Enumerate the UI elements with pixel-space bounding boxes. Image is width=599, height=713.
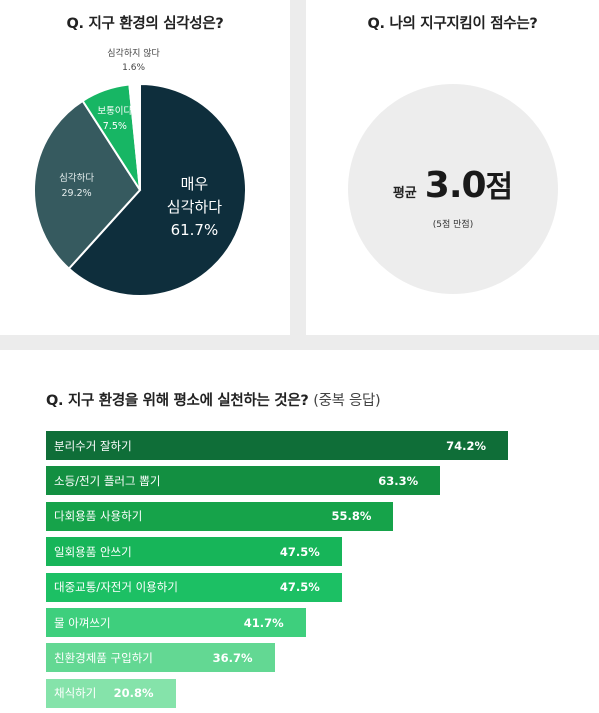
- bar-category-label: 소등/전기 플러그 뽑기: [54, 473, 161, 488]
- bar: 친환경제품 구입하기 36.7%: [46, 643, 275, 673]
- bar-value-label: 74.2%: [446, 438, 486, 453]
- bar-category-label: 분리수거 잘하기: [54, 438, 132, 453]
- bar-category-label: 다회용품 사용하기: [54, 509, 143, 524]
- bar-value-label: 47.5%: [279, 544, 320, 559]
- bar: 소등/전기 플러그 뽑기 63.3%: [46, 466, 441, 496]
- pie-slice: [33, 99, 142, 271]
- score-note: (5점 만점): [432, 220, 474, 230]
- pie-slice: [128, 82, 141, 191]
- score-prefix: 평균: [392, 186, 417, 201]
- score-card: Q. 나의 지구지킴이 점수는? 평균 3.0 점 (5점 만점): [306, 0, 599, 335]
- pie-label-normal: 보통이다: [97, 106, 132, 117]
- bar-category-label: 친환경제품 구입하기: [54, 650, 153, 665]
- bar-category-label: 물 아껴쓰기: [54, 615, 111, 630]
- bar: 일회용품 안쓰기 47.5%: [46, 537, 342, 567]
- severity-card: Q. 지구 환경의 심각성은? 매우 심각하다 61.7% 심각하다 29.2% 보통이다…: [0, 0, 290, 335]
- bar-value-label: 47.5%: [279, 580, 320, 595]
- pie-label-normal: 7.5%: [103, 121, 127, 132]
- bar-chart-title: Q. 지구 환경을 위해 평소에 실천하는 것은? (중복 응답): [46, 389, 381, 410]
- score-row: 평균 3.0 점: [348, 162, 558, 206]
- score-circle: 평균 3.0 점 (5점 만점): [348, 84, 558, 294]
- bar: 물 아껴쓰기 41.7%: [46, 608, 306, 637]
- bar-category-label: 대중교통/자전거 이용하기: [54, 580, 178, 595]
- pie-label-very-serious: 61.7%: [171, 221, 219, 239]
- bar-category-label: 일회용품 안쓰기: [54, 544, 132, 559]
- bar: 대중교통/자전거 이용하기 47.5%: [46, 572, 342, 602]
- bar: 분리수거 잘하기 74.2%: [46, 431, 508, 460]
- bar-chart-subtitle: (중복 응답): [313, 393, 381, 409]
- bar-chart-title-main: Q. 지구 환경을 위해 평소에 실천하는 것은?: [46, 393, 309, 409]
- bar: 다회용품 사용하기 55.8%: [46, 501, 394, 531]
- pie-label-very-serious: 매우: [181, 175, 209, 193]
- bar-value-label: 36.7%: [212, 650, 253, 665]
- pie-label-serious: 29.2%: [62, 188, 92, 199]
- bar-value-label: 20.8%: [113, 686, 154, 701]
- pie-chart-title: Q. 지구 환경의 심각성은?: [66, 16, 224, 32]
- score-value: 3.0: [424, 165, 487, 206]
- pie-label-serious: 심각하다: [59, 172, 94, 184]
- practice-card: Q. 지구 환경을 위해 평소에 실천하는 것은? (중복 응답) 분리수거 잘…: [0, 350, 599, 713]
- score-title: Q. 나의 지구지킴이 점수는?: [367, 16, 538, 32]
- bar-category-label: 채식하기: [54, 686, 97, 701]
- bar-value-label: 55.8%: [331, 509, 372, 524]
- pie-label-not-serious: 1.6%: [122, 63, 145, 73]
- bar: 채식하기 20.8%: [46, 678, 176, 708]
- pie-slice: [67, 82, 247, 297]
- pie-label-very-serious: 심각하다: [167, 198, 222, 216]
- score-unit: 점: [485, 170, 514, 205]
- pie-label-not-serious: 심각하지 않다: [107, 47, 160, 59]
- bar-value-label: 41.7%: [243, 615, 284, 630]
- bar-value-label: 63.3%: [378, 473, 419, 488]
